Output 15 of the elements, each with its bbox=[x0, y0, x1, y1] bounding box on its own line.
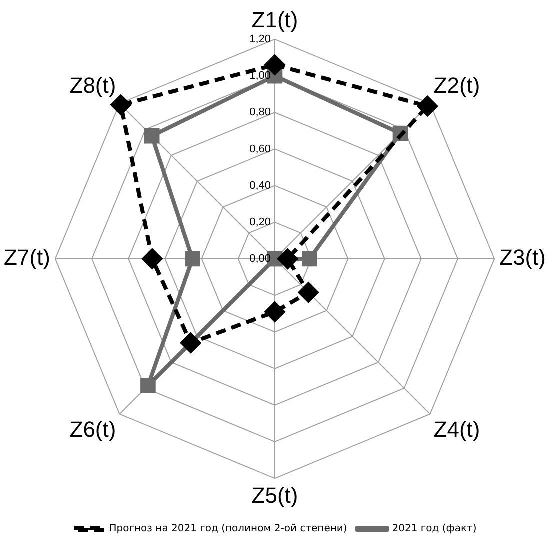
spoke-label: Z6(t) bbox=[70, 417, 116, 442]
y-tick-label: 0,80 bbox=[250, 106, 271, 119]
legend-label: Прогноз на 2021 год (полином 2-ой степени) bbox=[109, 524, 348, 535]
spoke-label: Z4(t) bbox=[434, 417, 480, 442]
y-tick-label: 0,60 bbox=[250, 143, 271, 156]
spoke-label: Z8(t) bbox=[70, 73, 116, 98]
y-tick-label: 1,20 bbox=[250, 33, 271, 46]
spoke-label: Z5(t) bbox=[252, 482, 298, 508]
spoke-label: Z1(t) bbox=[252, 7, 298, 32]
y-tick-label: 0,20 bbox=[250, 216, 271, 228]
spoke-label: Z2(t) bbox=[434, 73, 480, 98]
y-tick-label: 0,40 bbox=[250, 180, 271, 192]
spoke-label: Z7(t) bbox=[4, 245, 50, 270]
legend-label: 2021 год (факт) bbox=[392, 524, 477, 535]
spoke-label: Z3(t) bbox=[500, 245, 546, 270]
